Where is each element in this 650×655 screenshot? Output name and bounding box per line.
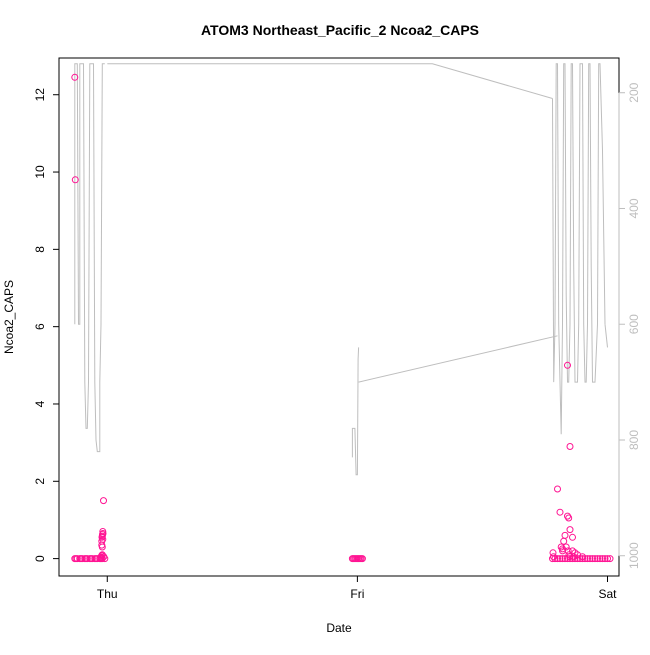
data-point — [561, 531, 569, 539]
secondary-line-segment-5 — [604, 324, 608, 348]
secondary-line-segment-3 — [358, 335, 558, 383]
y-tick-label: 10 — [33, 165, 47, 179]
data-point — [566, 526, 574, 534]
data-point — [554, 485, 561, 493]
data-point — [570, 553, 578, 561]
data-point — [87, 555, 95, 563]
secondary-line-segment-1 — [107, 63, 553, 99]
data-point — [579, 555, 586, 563]
y-tick-label: 2 — [33, 478, 47, 485]
data-point — [579, 553, 586, 561]
data-point — [562, 543, 570, 551]
x-axis: Thu Fri Sat — [97, 575, 617, 601]
secondary-line-layer — [74, 63, 608, 476]
data-point — [556, 555, 564, 563]
data-point — [565, 514, 573, 522]
data-point — [71, 176, 79, 184]
data-point — [566, 443, 574, 450]
data-point — [71, 73, 79, 81]
data-point — [99, 535, 107, 543]
data-point — [98, 553, 105, 561]
y-axis-label: Ncoa2_CAPS — [2, 280, 16, 354]
data-point — [556, 508, 564, 516]
data-point — [100, 497, 107, 505]
secondary-line-segment-4 — [552, 63, 606, 435]
x-tick-label: Thu — [97, 587, 118, 601]
data-point — [606, 555, 614, 563]
data-point — [561, 555, 569, 563]
data-point — [72, 555, 80, 563]
data-point — [98, 543, 106, 551]
y-tick-label: 6 — [33, 323, 47, 330]
data-point — [82, 555, 90, 563]
y-tick-label: 4 — [33, 400, 47, 407]
data-point — [569, 533, 576, 541]
data-point — [559, 555, 566, 563]
x-axis-label: Date — [326, 621, 352, 635]
y2-tick-label: 1000 — [627, 542, 641, 569]
data-point — [564, 512, 571, 520]
x-tick-label: Fri — [350, 587, 364, 601]
data-point — [591, 555, 599, 563]
y2-tick-label: 200 — [627, 82, 641, 102]
secondary-y-axis: 200 400 600 800 1000 — [618, 82, 641, 569]
y-tick-label: 0 — [33, 555, 47, 562]
y2-tick-label: 400 — [627, 198, 641, 218]
data-point — [549, 549, 557, 557]
data-point — [599, 555, 606, 563]
y-tick-label: 8 — [33, 246, 47, 253]
data-point — [596, 555, 604, 563]
data-point — [554, 555, 561, 563]
data-point — [601, 555, 609, 563]
secondary-line-segment-0 — [74, 63, 105, 453]
y-axis: 0 2 4 6 8 10 12 — [33, 88, 60, 562]
chart-title: ATOM3 Northeast_Pacific_2 Ncoa2_CAPS — [201, 22, 479, 38]
data-point — [586, 555, 594, 563]
y2-tick-label: 600 — [627, 314, 641, 334]
data-point — [604, 555, 611, 563]
data-point — [557, 543, 565, 551]
data-point — [566, 553, 574, 561]
data-point — [594, 555, 601, 563]
data-point — [589, 555, 596, 563]
data-point — [550, 553, 557, 561]
data-point — [358, 555, 366, 563]
secondary-line-segment-2 — [351, 347, 360, 476]
points-layer — [71, 73, 614, 563]
y-tick-label: 12 — [33, 88, 47, 102]
x-tick-label: Sat — [598, 587, 617, 601]
y2-tick-label: 800 — [627, 430, 641, 450]
data-point — [564, 361, 571, 369]
data-point — [564, 555, 571, 563]
data-point — [77, 555, 85, 563]
